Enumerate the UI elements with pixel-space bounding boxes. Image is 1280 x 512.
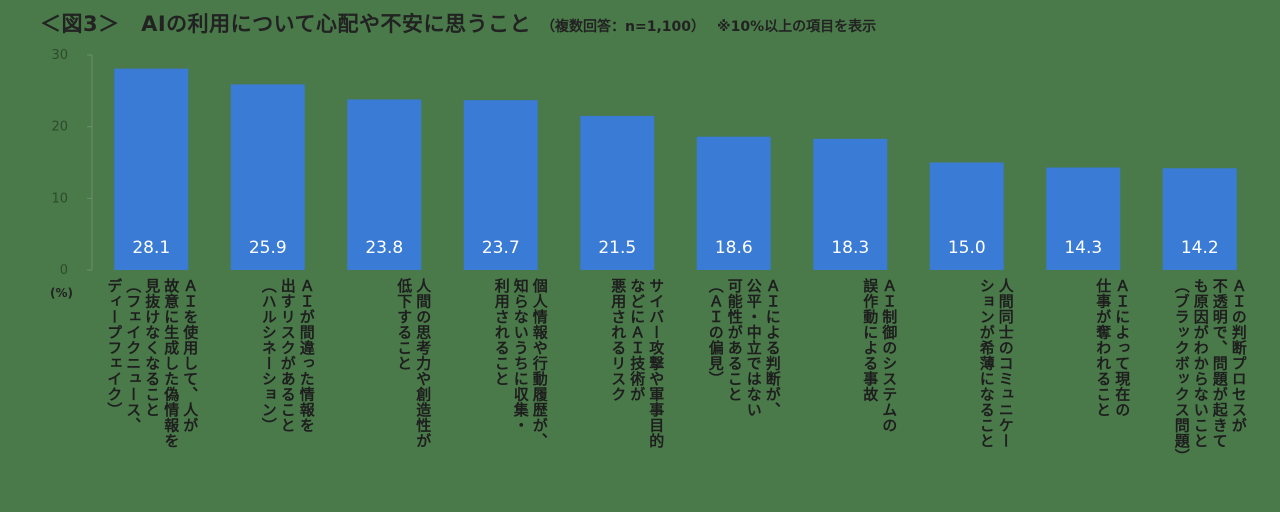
bar <box>114 68 189 270</box>
bar-value-label: 21.5 <box>598 238 636 258</box>
y-tick-label: 10 <box>51 191 68 206</box>
bar <box>230 84 305 270</box>
category-label: ＡＩを使用して、人が 故意に生成した偽情報を 見抜けなくなること （フェイクニュ… <box>105 278 200 449</box>
bar-value-label: 28.1 <box>132 238 170 258</box>
chart-title-row: ＜図3＞ AIの利用について心配や不安に思うこと （複数回答：n=1,100） … <box>40 8 876 42</box>
chart-note: ※10%以上の項目を表示 <box>717 19 877 35</box>
bar <box>347 99 422 270</box>
bar <box>813 138 888 270</box>
y-unit-label: (%) <box>50 286 73 300</box>
bar-value-label: 25.9 <box>249 238 287 258</box>
y-tick-label: 0 <box>60 263 68 278</box>
category-label: ＡＩが間違った情報を 出すリスクがあること （ハルシネーション） <box>259 278 316 433</box>
bar <box>580 115 655 271</box>
category-label: ＡＩ制御のシステムの 誤作動による事故 <box>861 278 899 433</box>
bar <box>929 162 1004 270</box>
category-label: ＡＩによって現在の 仕事が奪われること <box>1094 278 1132 418</box>
bar-value-label: 18.6 <box>715 238 753 258</box>
chart-subtitle: （複数回答：n=1,100） <box>541 19 706 35</box>
category-label: ＡＩによる判断が、 公平・中立ではない 可能性があること （ＡＩの偏見） <box>706 278 782 418</box>
y-tick-label: 30 <box>51 48 68 63</box>
bar <box>463 100 538 271</box>
category-label: サイバー攻撃や軍事目的 などにＡＩ技術が 悪用されるリスク <box>609 278 666 449</box>
bars: 28.1 25.9 23.8 23.7 21.5 18.6 18.3 15.0 14.3 14.2 <box>114 68 1237 271</box>
bar <box>696 136 771 270</box>
y-axis: 0 10 20 30 (%) <box>50 48 93 300</box>
bar <box>1046 167 1121 270</box>
bar-value-label: 23.8 <box>365 238 403 258</box>
category-label: 個人情報や行動履歴が、 知らないうちに収集・ 利用されること <box>492 278 549 449</box>
y-tick-label: 20 <box>51 120 68 135</box>
bar-value-label: 14.3 <box>1064 238 1102 258</box>
bar-value-label: 15.0 <box>948 238 986 258</box>
bar <box>1162 168 1237 270</box>
bar-value-label: 18.3 <box>831 238 869 258</box>
bar-value-label: 14.2 <box>1181 238 1219 258</box>
bar-value-label: 23.7 <box>482 238 520 258</box>
chart-title: ＜図3＞ AIの利用について心配や不安に思うこと <box>40 12 532 36</box>
category-label: 人間同士のコミュニケー ションが希薄になること <box>977 278 1015 449</box>
category-label: ＡＩの判断プロセスが 不透明で、問題が起きて も原因がわからないこと （ブラック… <box>1172 278 1248 464</box>
category-label: 人間の思考力や創造性が 低下すること <box>395 278 433 449</box>
